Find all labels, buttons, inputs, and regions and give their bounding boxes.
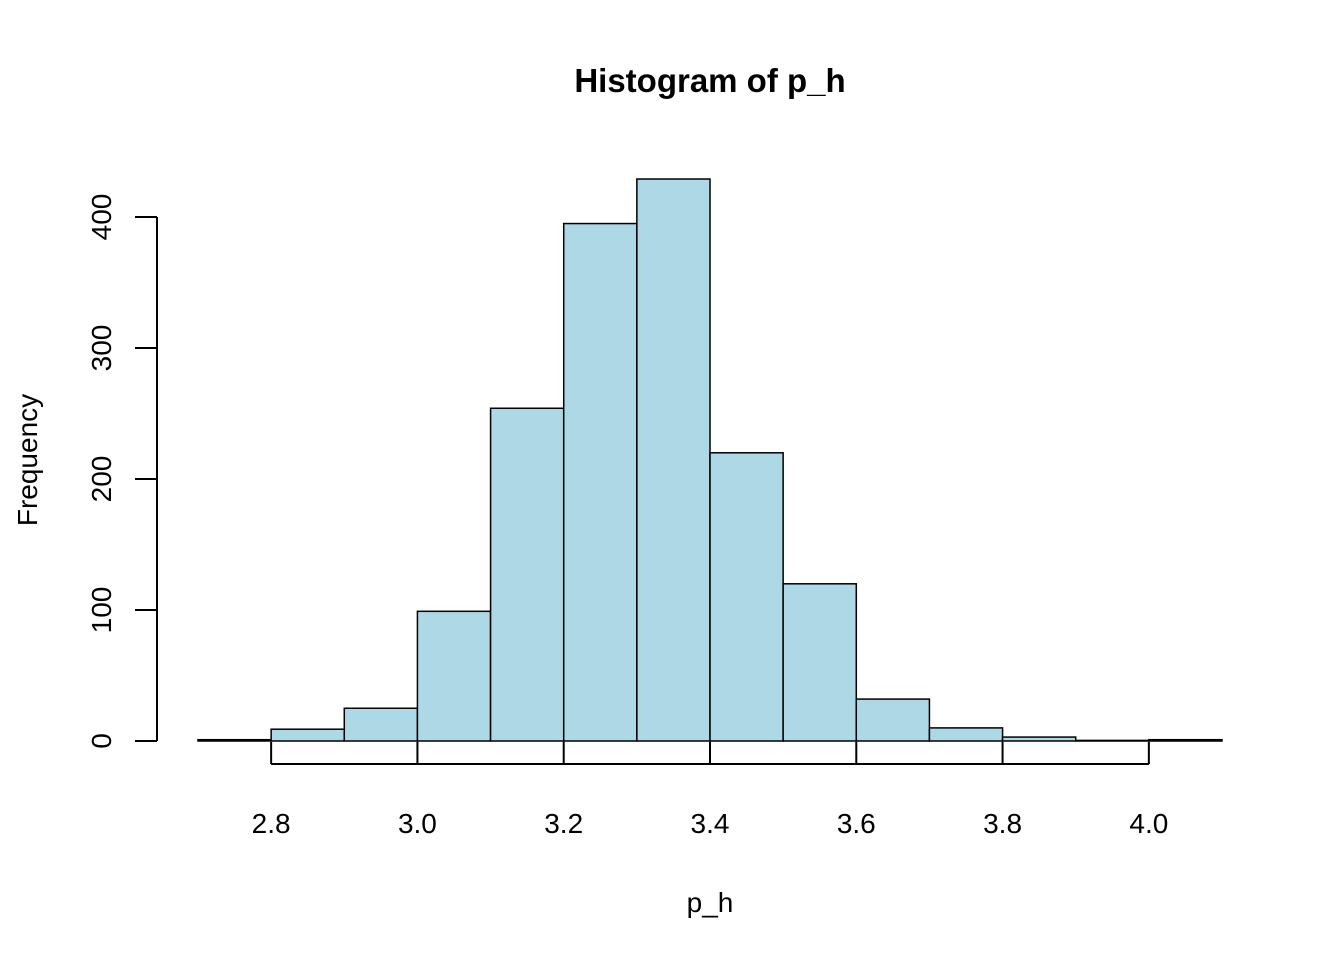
x-tick-label: 3.2 xyxy=(544,808,583,839)
x-tick-label: 3.4 xyxy=(691,808,730,839)
histogram-bar-10 xyxy=(855,698,931,742)
histogram-bar-8 xyxy=(709,452,784,742)
bars-group xyxy=(197,178,1223,742)
histogram-bar-3 xyxy=(343,707,419,742)
x-tick-label: 2.8 xyxy=(252,808,291,839)
histogram-bar-12 xyxy=(1001,736,1077,742)
y-tick-label: 300 xyxy=(86,325,117,372)
histogram-bar-6 xyxy=(562,222,638,742)
y-axis: 0 100 200 300 400 xyxy=(86,194,158,749)
x-axis: 2.8 3.0 3.2 3.4 3.6 3.8 4.0 xyxy=(252,742,1168,839)
histogram-bar-1 xyxy=(197,738,272,742)
histogram-bar-14 xyxy=(1148,738,1223,742)
x-tick-label: 3.8 xyxy=(983,808,1022,839)
y-tick-label: 400 xyxy=(86,194,117,241)
histogram-bar-4 xyxy=(416,610,492,742)
y-axis-label: Frequency xyxy=(12,394,43,526)
x-tick-label: 3.0 xyxy=(398,808,437,839)
histogram-bar-9 xyxy=(782,583,858,742)
x-tick-label: 3.6 xyxy=(837,808,876,839)
x-tick-label: 4.0 xyxy=(1129,808,1168,839)
histogram-bar-7 xyxy=(636,178,711,742)
y-tick-label: 200 xyxy=(86,456,117,503)
y-tick-label: 0 xyxy=(86,733,117,749)
y-tick-label: 100 xyxy=(86,587,117,634)
histogram-bar-2 xyxy=(270,728,346,742)
histogram-bar-5 xyxy=(489,407,565,742)
x-axis-label: p_h xyxy=(687,887,734,918)
chart-title: Histogram of p_h xyxy=(574,62,845,99)
histogram-bar-11 xyxy=(928,727,1004,742)
histogram-bar-13 xyxy=(1074,739,1150,742)
